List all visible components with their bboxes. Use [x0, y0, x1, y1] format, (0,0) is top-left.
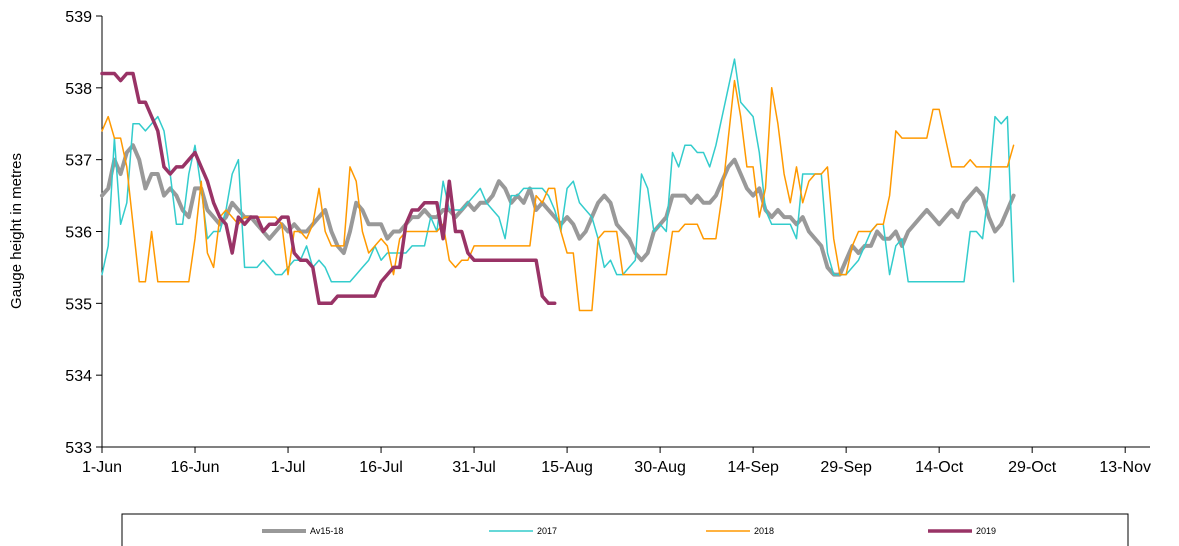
y-tick-label: 539 — [65, 9, 92, 26]
y-axis-ticks: 533 534 535 536 537 538 539 — [65, 9, 102, 457]
x-tick-label: 15-Aug — [541, 459, 593, 476]
x-tick-label: 31-Jul — [452, 459, 496, 476]
x-tick-label: 29-Oct — [1008, 459, 1057, 476]
legend: Av15-18 2017 2018 2019 — [121, 513, 1129, 546]
x-tick-label: 1-Jun — [82, 459, 122, 476]
legend-label: 2019 — [976, 526, 996, 536]
plot-area: 533 534 535 536 537 538 539 1-Jun 16-Jun 1-Jul 16… — [65, 9, 1151, 476]
y-axis-title: Gauge height in metres — [8, 153, 25, 309]
series-line-2019 — [100, 71, 557, 306]
x-tick-label: 30-Aug — [634, 459, 686, 476]
x-tick-label: 1-Jul — [271, 459, 306, 476]
x-tick-label: 14-Oct — [915, 459, 964, 476]
legend-items: Av15-18 2017 2018 2019 — [262, 526, 996, 536]
x-tick-label: 29-Sep — [820, 459, 872, 476]
x-axis-ticks: 1-Jun 16-Jun 1-Jul 16-Jul 31-Jul 15-Aug 30-Aug… — [82, 447, 1151, 476]
y-tick-label: 534 — [65, 368, 92, 385]
legend-label: Av15-18 — [310, 526, 343, 536]
y-tick-label: 537 — [65, 153, 92, 170]
y-tick-label: 538 — [65, 81, 92, 98]
y-tick-label: 536 — [65, 225, 92, 242]
series-line-2018 — [101, 79, 1015, 312]
x-tick-label: 14-Sep — [727, 459, 779, 476]
y-tick-label: 535 — [65, 296, 92, 313]
series-lines — [100, 58, 1016, 312]
legend-label: 2017 — [537, 526, 557, 536]
x-tick-label: 13-Nov — [1099, 459, 1151, 476]
series-line-2017 — [101, 58, 1015, 283]
legend-label: 2018 — [754, 526, 774, 536]
x-tick-label: 16-Jul — [359, 459, 403, 476]
x-tick-label: 16-Jun — [171, 459, 220, 476]
y-tick-label: 533 — [65, 440, 92, 457]
